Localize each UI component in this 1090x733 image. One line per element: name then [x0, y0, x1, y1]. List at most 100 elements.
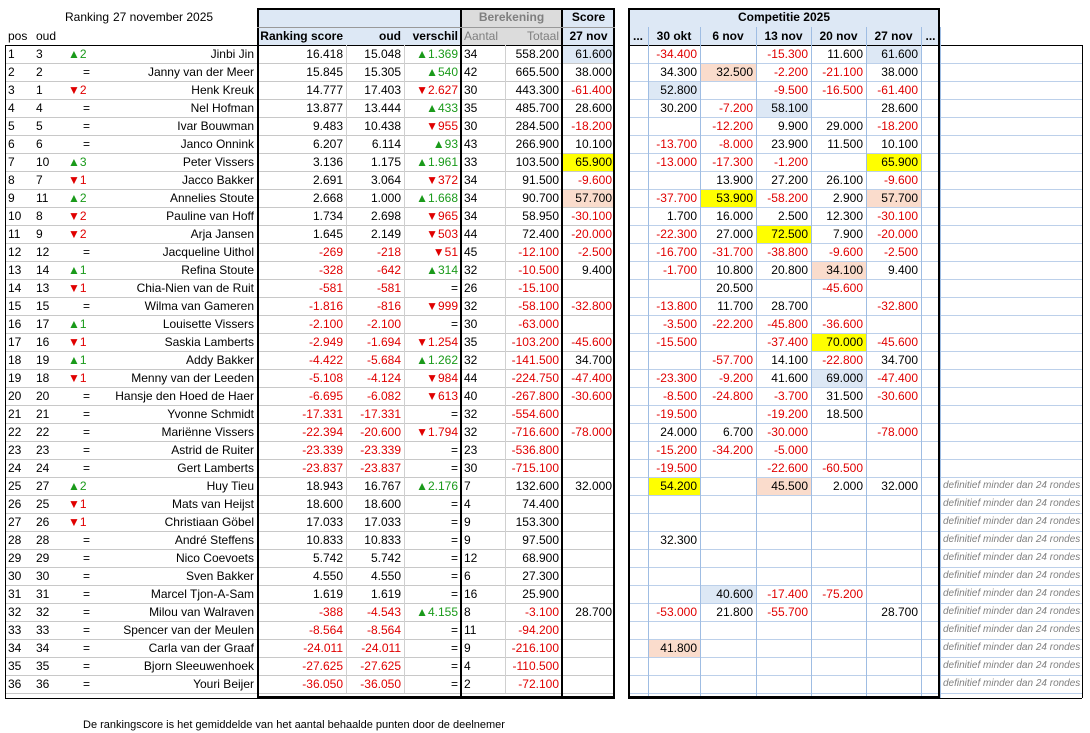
- cell: -13.800: [656, 299, 697, 313]
- cell: -45.600: [877, 335, 918, 349]
- column-header: 27 nov: [569, 29, 608, 43]
- cell: -20.000: [571, 227, 612, 241]
- cell: -9.600: [883, 173, 918, 187]
- cell: 35: [8, 659, 22, 673]
- cell: -30.100: [571, 209, 612, 223]
- cell: 35: [464, 101, 478, 115]
- cell: -6.082: [366, 389, 401, 403]
- group-header: Berekening: [478, 10, 545, 24]
- cell-highlight: [562, 189, 615, 207]
- cell: 3.064: [370, 173, 401, 187]
- col-border: [1082, 45, 1083, 698]
- cell: 132.600: [515, 479, 559, 493]
- cell: 11.600: [827, 47, 863, 61]
- row-line: [628, 657, 1082, 658]
- cell-highlight: [648, 81, 700, 99]
- row-line: [5, 477, 615, 478]
- row-line: [628, 698, 1082, 699]
- cell: 30: [464, 83, 478, 97]
- cell: -19.200: [767, 407, 808, 421]
- row-line: [5, 207, 615, 208]
- cell: ▲1.961: [416, 155, 458, 169]
- cell: -61.400: [877, 83, 918, 97]
- cell: 34: [464, 191, 478, 205]
- cell: 44: [464, 227, 478, 241]
- cell: 5: [8, 119, 15, 133]
- cell: -9.600: [577, 173, 612, 187]
- cell: -63.000: [518, 317, 559, 331]
- cell: 32: [464, 425, 478, 439]
- cell: ▼51: [432, 245, 458, 259]
- note: definitief minder dan 24 rondes: [943, 570, 1081, 581]
- cell: 2: [36, 65, 43, 79]
- row-line: [628, 369, 1082, 370]
- cell: -10.500: [518, 263, 559, 277]
- cell: 4: [464, 497, 471, 511]
- player-name: Refina Stoute: [181, 263, 254, 277]
- cell: 28.600: [881, 101, 918, 115]
- cell: -218: [376, 245, 401, 259]
- cell: =: [83, 119, 91, 133]
- row-line: [628, 333, 1082, 334]
- cell: ▼1: [68, 281, 87, 295]
- cell: =: [450, 317, 458, 331]
- cell: ▲93: [432, 137, 458, 151]
- row-line: [628, 693, 1082, 694]
- col-line: [648, 27, 649, 698]
- cell: -17.400: [767, 587, 808, 601]
- cell: 28.600: [575, 101, 612, 115]
- cell: -9.500: [773, 83, 808, 97]
- cell-highlight: [648, 477, 700, 495]
- cell: 22: [36, 425, 50, 439]
- player-name: Ivar Bouwman: [177, 119, 254, 133]
- cell-highlight: [756, 225, 811, 243]
- cell: 31: [8, 587, 22, 601]
- cell: ▼1: [68, 173, 87, 187]
- row-line: [628, 81, 1082, 82]
- cell: =: [450, 461, 458, 475]
- cell: -27.625: [302, 659, 343, 673]
- cell: 52.800: [660, 83, 697, 97]
- cell: -536.800: [511, 443, 559, 457]
- cell: 31.500: [826, 389, 863, 403]
- cell: 7.900: [832, 227, 863, 241]
- cell: ▲2: [68, 191, 87, 205]
- column-header: oud: [36, 29, 57, 43]
- cell: -47.400: [571, 371, 612, 385]
- cell: 45: [464, 245, 478, 259]
- row-line: [628, 477, 1082, 478]
- cell: 58.950: [522, 209, 559, 223]
- row-line: [5, 603, 615, 604]
- row-line: [628, 513, 1082, 514]
- cell: -9.200: [718, 371, 753, 385]
- cell: 17.033: [306, 515, 343, 529]
- cell: ▲3: [68, 155, 87, 169]
- cell: -53.000: [656, 605, 697, 619]
- cell: ▲1: [68, 353, 87, 367]
- cell: 17: [8, 335, 22, 349]
- row-line: [5, 369, 615, 370]
- cell: =: [83, 659, 91, 673]
- player-name: Peter Vissers: [182, 155, 254, 169]
- cell: 32: [8, 605, 22, 619]
- row-line: [628, 45, 1082, 46]
- cell: ▼1: [68, 371, 87, 385]
- cell: 21: [36, 407, 50, 421]
- cell: 17: [36, 317, 50, 331]
- cell: 21: [8, 407, 22, 421]
- row-line: [628, 63, 1082, 64]
- cell: 6: [36, 137, 43, 151]
- cell: ▲540: [426, 65, 458, 79]
- cell: 72.400: [522, 227, 559, 241]
- cell: 30: [464, 317, 478, 331]
- cell: 2.149: [370, 227, 401, 241]
- cell: 11: [36, 191, 49, 205]
- cell: 10.100: [575, 137, 612, 151]
- cell: =: [450, 641, 458, 655]
- row-line: [5, 513, 615, 514]
- cell: -58.200: [767, 191, 808, 205]
- cell: -34.200: [712, 443, 753, 457]
- row-border: [257, 27, 615, 28]
- column-header: 30 okt: [656, 29, 692, 43]
- cell: -45.600: [571, 335, 612, 349]
